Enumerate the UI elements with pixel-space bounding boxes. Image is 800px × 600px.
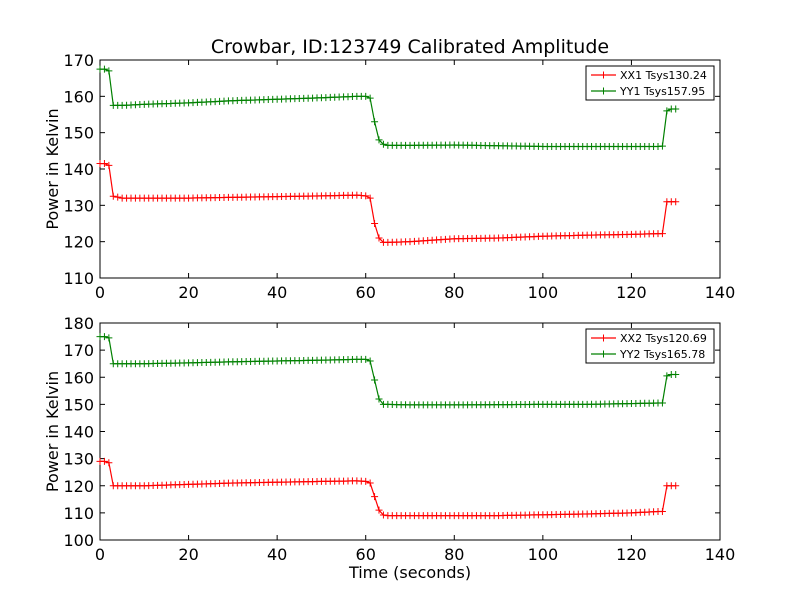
x-tick-label: 80 xyxy=(444,283,464,302)
y-tick-label: 170 xyxy=(63,51,94,70)
x-tick-label: 100 xyxy=(528,545,559,564)
y-tick-label: 150 xyxy=(63,124,94,143)
data-point xyxy=(109,192,117,200)
legend-box xyxy=(585,328,715,364)
x-tick-label: 40 xyxy=(267,283,287,302)
data-point xyxy=(375,506,383,514)
series-1 xyxy=(96,160,680,246)
y-tick-label: 130 xyxy=(63,196,94,215)
data-point xyxy=(672,482,680,490)
legend-swatch-marker xyxy=(600,350,607,358)
series-1 xyxy=(96,457,680,520)
data-point xyxy=(371,376,379,384)
chart-panel-1: 0 20 40 60 80 100 120 140 110 120 130 140 150 160 170 P… xyxy=(43,51,735,302)
data-point xyxy=(100,457,108,465)
legend-entry: XX1 Tsys130.24 xyxy=(620,69,707,82)
x-tick-label: 140 xyxy=(705,545,736,564)
series-2 xyxy=(96,65,680,150)
y-tick-label: 130 xyxy=(63,450,94,469)
y-tick-label: 140 xyxy=(63,423,94,442)
x-tick-label: 100 xyxy=(528,283,559,302)
y-tick-label: 120 xyxy=(63,477,94,496)
data-point xyxy=(100,333,108,341)
data-point xyxy=(105,334,113,342)
data-point xyxy=(366,194,374,202)
data-point xyxy=(105,161,113,169)
data-point xyxy=(672,198,680,206)
y-tick-label: 150 xyxy=(63,395,94,414)
legend-entry: XX2 Tsys120.69 xyxy=(620,332,707,345)
y-tick-label: 160 xyxy=(63,368,94,387)
data-point xyxy=(114,193,122,201)
y-tick-label: 100 xyxy=(63,531,94,550)
y-tick-label: 120 xyxy=(63,233,94,252)
legend-swatch-marker xyxy=(600,71,607,79)
data-point xyxy=(362,192,370,200)
legend-box xyxy=(585,65,715,101)
x-tick-label: 80 xyxy=(444,545,464,564)
y-tick-label: 160 xyxy=(63,87,94,106)
data-point xyxy=(663,372,671,380)
y-tick-label: 170 xyxy=(63,341,94,360)
chart-title: Crowbar, ID:123749 Calibrated Amplitude xyxy=(211,36,609,58)
legend-swatch-marker xyxy=(600,87,607,95)
data-point xyxy=(672,105,680,113)
data-point xyxy=(672,371,680,379)
data-point xyxy=(379,140,387,148)
data-point xyxy=(100,65,108,73)
data-point xyxy=(379,511,387,519)
y-tick-label: 140 xyxy=(63,160,94,179)
x-tick-label: 20 xyxy=(178,283,198,302)
x-tick-label: 120 xyxy=(616,545,647,564)
data-point xyxy=(362,477,370,485)
legend: XX1 Tsys130.24 YY1 Tsys157.95 xyxy=(585,65,715,101)
data-point xyxy=(375,395,383,403)
data-point xyxy=(362,355,370,363)
data-point xyxy=(658,230,666,238)
legend-entry: YY1 Tsys157.95 xyxy=(619,85,705,98)
y-tick-label: 180 xyxy=(63,314,94,333)
series-2 xyxy=(96,333,680,409)
legend: XX2 Tsys120.69 YY2 Tsys165.78 xyxy=(585,328,715,364)
x-tick-label: 60 xyxy=(356,545,376,564)
data-point xyxy=(658,508,666,516)
plots-container: 0 20 40 60 80 100 120 140110120130140150160170P… xyxy=(43,51,735,582)
data-point xyxy=(366,94,374,102)
data-point xyxy=(371,220,379,227)
y-axis-label: Power in Kelvin xyxy=(43,108,62,229)
data-point xyxy=(105,67,113,75)
data-point xyxy=(375,234,383,242)
x-tick-label: 0 xyxy=(95,545,105,564)
x-axis-label: Time (seconds) xyxy=(348,563,471,582)
x-tick-label: 140 xyxy=(705,283,736,302)
y-tick-label: 110 xyxy=(63,504,94,523)
data-point xyxy=(366,357,374,365)
y-axis-label: Power in Kelvin xyxy=(43,371,62,492)
legend-entry: YY2 Tsys165.78 xyxy=(619,348,705,361)
chart-panel-2: 0 20 40 60 80 100 120 140 100 110 120 130 140 150 160 1… xyxy=(43,314,735,582)
x-tick-label: 60 xyxy=(356,283,376,302)
x-tick-label: 20 xyxy=(178,545,198,564)
data-point xyxy=(105,459,113,467)
data-point xyxy=(658,399,666,407)
data-point xyxy=(658,142,666,150)
data-point xyxy=(100,160,108,168)
legend-swatch-marker xyxy=(600,334,607,342)
data-point xyxy=(375,136,383,144)
data-point xyxy=(371,493,379,501)
data-point xyxy=(663,107,671,115)
data-point xyxy=(371,118,379,126)
y-tick-label: 110 xyxy=(63,269,94,288)
data-point xyxy=(366,479,374,487)
data-point xyxy=(362,92,370,100)
x-tick-label: 0 xyxy=(95,283,105,302)
x-tick-label: 40 xyxy=(267,545,287,564)
x-tick-label: 120 xyxy=(616,283,647,302)
